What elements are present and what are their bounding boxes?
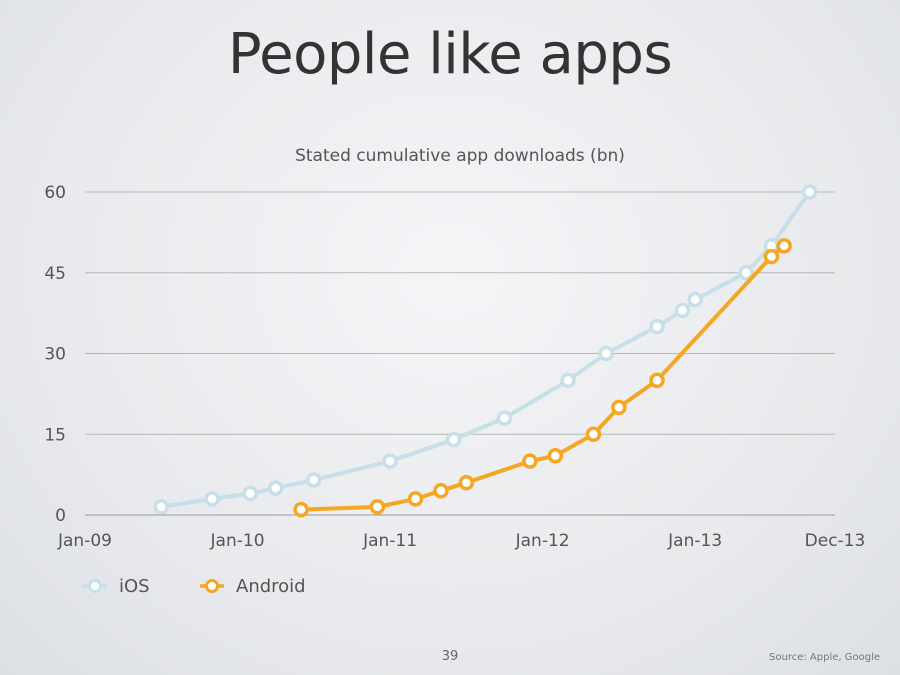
data-point-android bbox=[522, 453, 538, 469]
data-point-ios bbox=[560, 372, 576, 389]
x-axis-ticks: Jan-09 Jan-10 Jan-11 Jan-12 Jan-13 Dec-13 bbox=[57, 531, 865, 551]
y-axis-ticks: 0 15 30 45 60 bbox=[44, 183, 66, 526]
data-point-android bbox=[585, 426, 602, 442]
data-point-android bbox=[776, 238, 792, 254]
data-point-android bbox=[611, 399, 627, 416]
data-point-android bbox=[293, 501, 309, 518]
y-tick-label: 30 bbox=[44, 345, 66, 365]
legend: iOS Android bbox=[83, 576, 306, 597]
data-point-ios bbox=[649, 318, 665, 335]
x-tick-label: Jan-11 bbox=[362, 531, 417, 551]
series-ios bbox=[153, 184, 818, 515]
x-tick-label: Jan-12 bbox=[515, 531, 570, 551]
grid-lines bbox=[85, 191, 835, 516]
x-tick-label: Jan-09 bbox=[57, 531, 112, 551]
data-point-ios bbox=[687, 291, 703, 308]
chart-title: Stated cumulative app downloads (bn) bbox=[295, 146, 625, 166]
legend-swatch-marker bbox=[205, 579, 219, 593]
data-point-android bbox=[433, 483, 449, 499]
slide-number: 39 bbox=[441, 649, 459, 664]
slide-title: People like apps bbox=[227, 22, 673, 87]
y-tick-label: 0 bbox=[55, 506, 66, 526]
data-point-ios bbox=[306, 472, 322, 488]
data-point-android bbox=[649, 372, 665, 389]
series-android bbox=[293, 238, 792, 518]
source-note: Source: Apple, Google bbox=[769, 652, 880, 663]
series-line-ios bbox=[159, 190, 812, 509]
x-tick-label: Jan-13 bbox=[667, 531, 722, 551]
data-point-ios bbox=[204, 491, 220, 507]
x-tick-label: Jan-10 bbox=[210, 531, 265, 551]
data-point-ios bbox=[267, 480, 284, 496]
series-group bbox=[153, 184, 818, 518]
data-point-ios bbox=[445, 431, 462, 448]
legend-item-android: Android bbox=[200, 576, 306, 597]
y-tick-label: 15 bbox=[44, 425, 66, 445]
legend-swatch-marker bbox=[88, 579, 102, 593]
data-point-ios bbox=[674, 302, 691, 319]
y-tick-label: 60 bbox=[44, 183, 66, 203]
data-point-ios bbox=[153, 499, 170, 515]
data-point-android bbox=[407, 491, 424, 507]
data-point-ios bbox=[598, 345, 614, 362]
data-point-ios bbox=[801, 184, 818, 200]
legend-label: Android bbox=[236, 576, 306, 597]
y-tick-label: 45 bbox=[44, 264, 66, 284]
x-tick-label: Dec-13 bbox=[805, 531, 866, 551]
data-point-ios bbox=[738, 265, 754, 281]
data-point-ios bbox=[496, 410, 513, 426]
data-point-ios bbox=[382, 453, 398, 469]
data-point-android bbox=[547, 448, 564, 464]
data-point-android bbox=[458, 474, 475, 491]
legend-item-ios: iOS bbox=[83, 576, 150, 597]
legend-label: iOS bbox=[119, 576, 150, 597]
data-point-android bbox=[763, 248, 780, 265]
data-point-ios bbox=[242, 485, 259, 502]
data-point-android bbox=[369, 499, 386, 515]
series-line-android bbox=[299, 243, 787, 512]
